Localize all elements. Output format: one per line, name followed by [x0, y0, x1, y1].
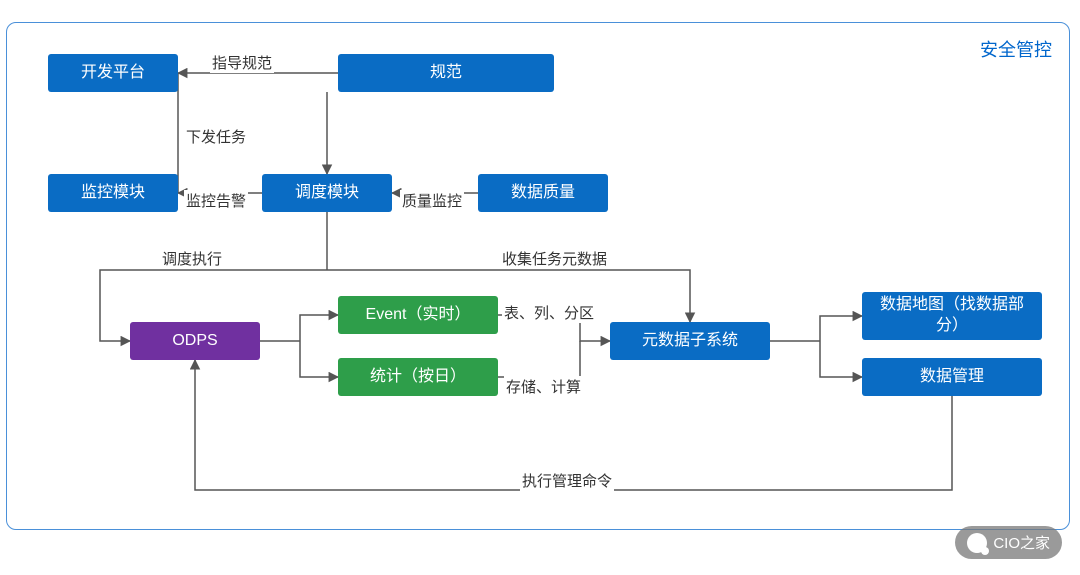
outer-frame [6, 22, 1070, 530]
node-data_map: 数据地图（找数据部分） [862, 292, 1042, 340]
node-odps: ODPS [130, 322, 260, 360]
edge-label-0: 指导规范 [210, 52, 274, 73]
edge-label-4: 调度执行 [160, 248, 224, 269]
node-monitor: 监控模块 [48, 174, 178, 212]
edge-label-5: 收集任务元数据 [500, 248, 609, 269]
edge-label-3: 质量监控 [400, 190, 464, 211]
node-scheduler: 调度模块 [262, 174, 392, 212]
edge-label-2: 监控告警 [184, 190, 248, 211]
edge-label-1: 下发任务 [184, 126, 248, 147]
chat-icon [967, 533, 987, 553]
edge-label-7: 存储、计算 [504, 376, 583, 397]
watermark: CIO之家 [955, 526, 1062, 559]
node-event_rt: Event（实时） [338, 296, 498, 334]
diagram-title: 安全管控 [980, 36, 1052, 62]
edge-label-8: 执行管理命令 [520, 470, 614, 491]
watermark-text: CIO之家 [993, 532, 1050, 553]
node-stat_daily: 统计（按日） [338, 358, 498, 396]
node-quality: 数据质量 [478, 174, 608, 212]
node-spec: 规范 [338, 54, 554, 92]
edge-label-6: 表、列、分区 [502, 302, 596, 323]
node-data_mgmt: 数据管理 [862, 358, 1042, 396]
node-meta_sys: 元数据子系统 [610, 322, 770, 360]
node-dev_platform: 开发平台 [48, 54, 178, 92]
